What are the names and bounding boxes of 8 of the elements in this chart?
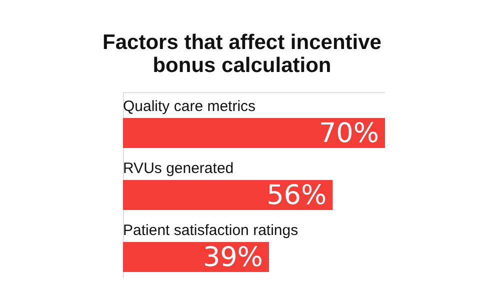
y-tick-label: RVUs generated <box>123 160 234 177</box>
data-label: 39% <box>202 242 263 273</box>
text: bonus calculation <box>152 54 332 77</box>
data-label: 56% <box>266 180 327 211</box>
data-label: 70% <box>318 118 379 149</box>
text: Factors that affect incentive <box>102 31 382 54</box>
y-tick-label: Patient satisfaction ratings <box>123 222 298 239</box>
y-tick-label: Quality care metrics <box>123 98 256 115</box>
